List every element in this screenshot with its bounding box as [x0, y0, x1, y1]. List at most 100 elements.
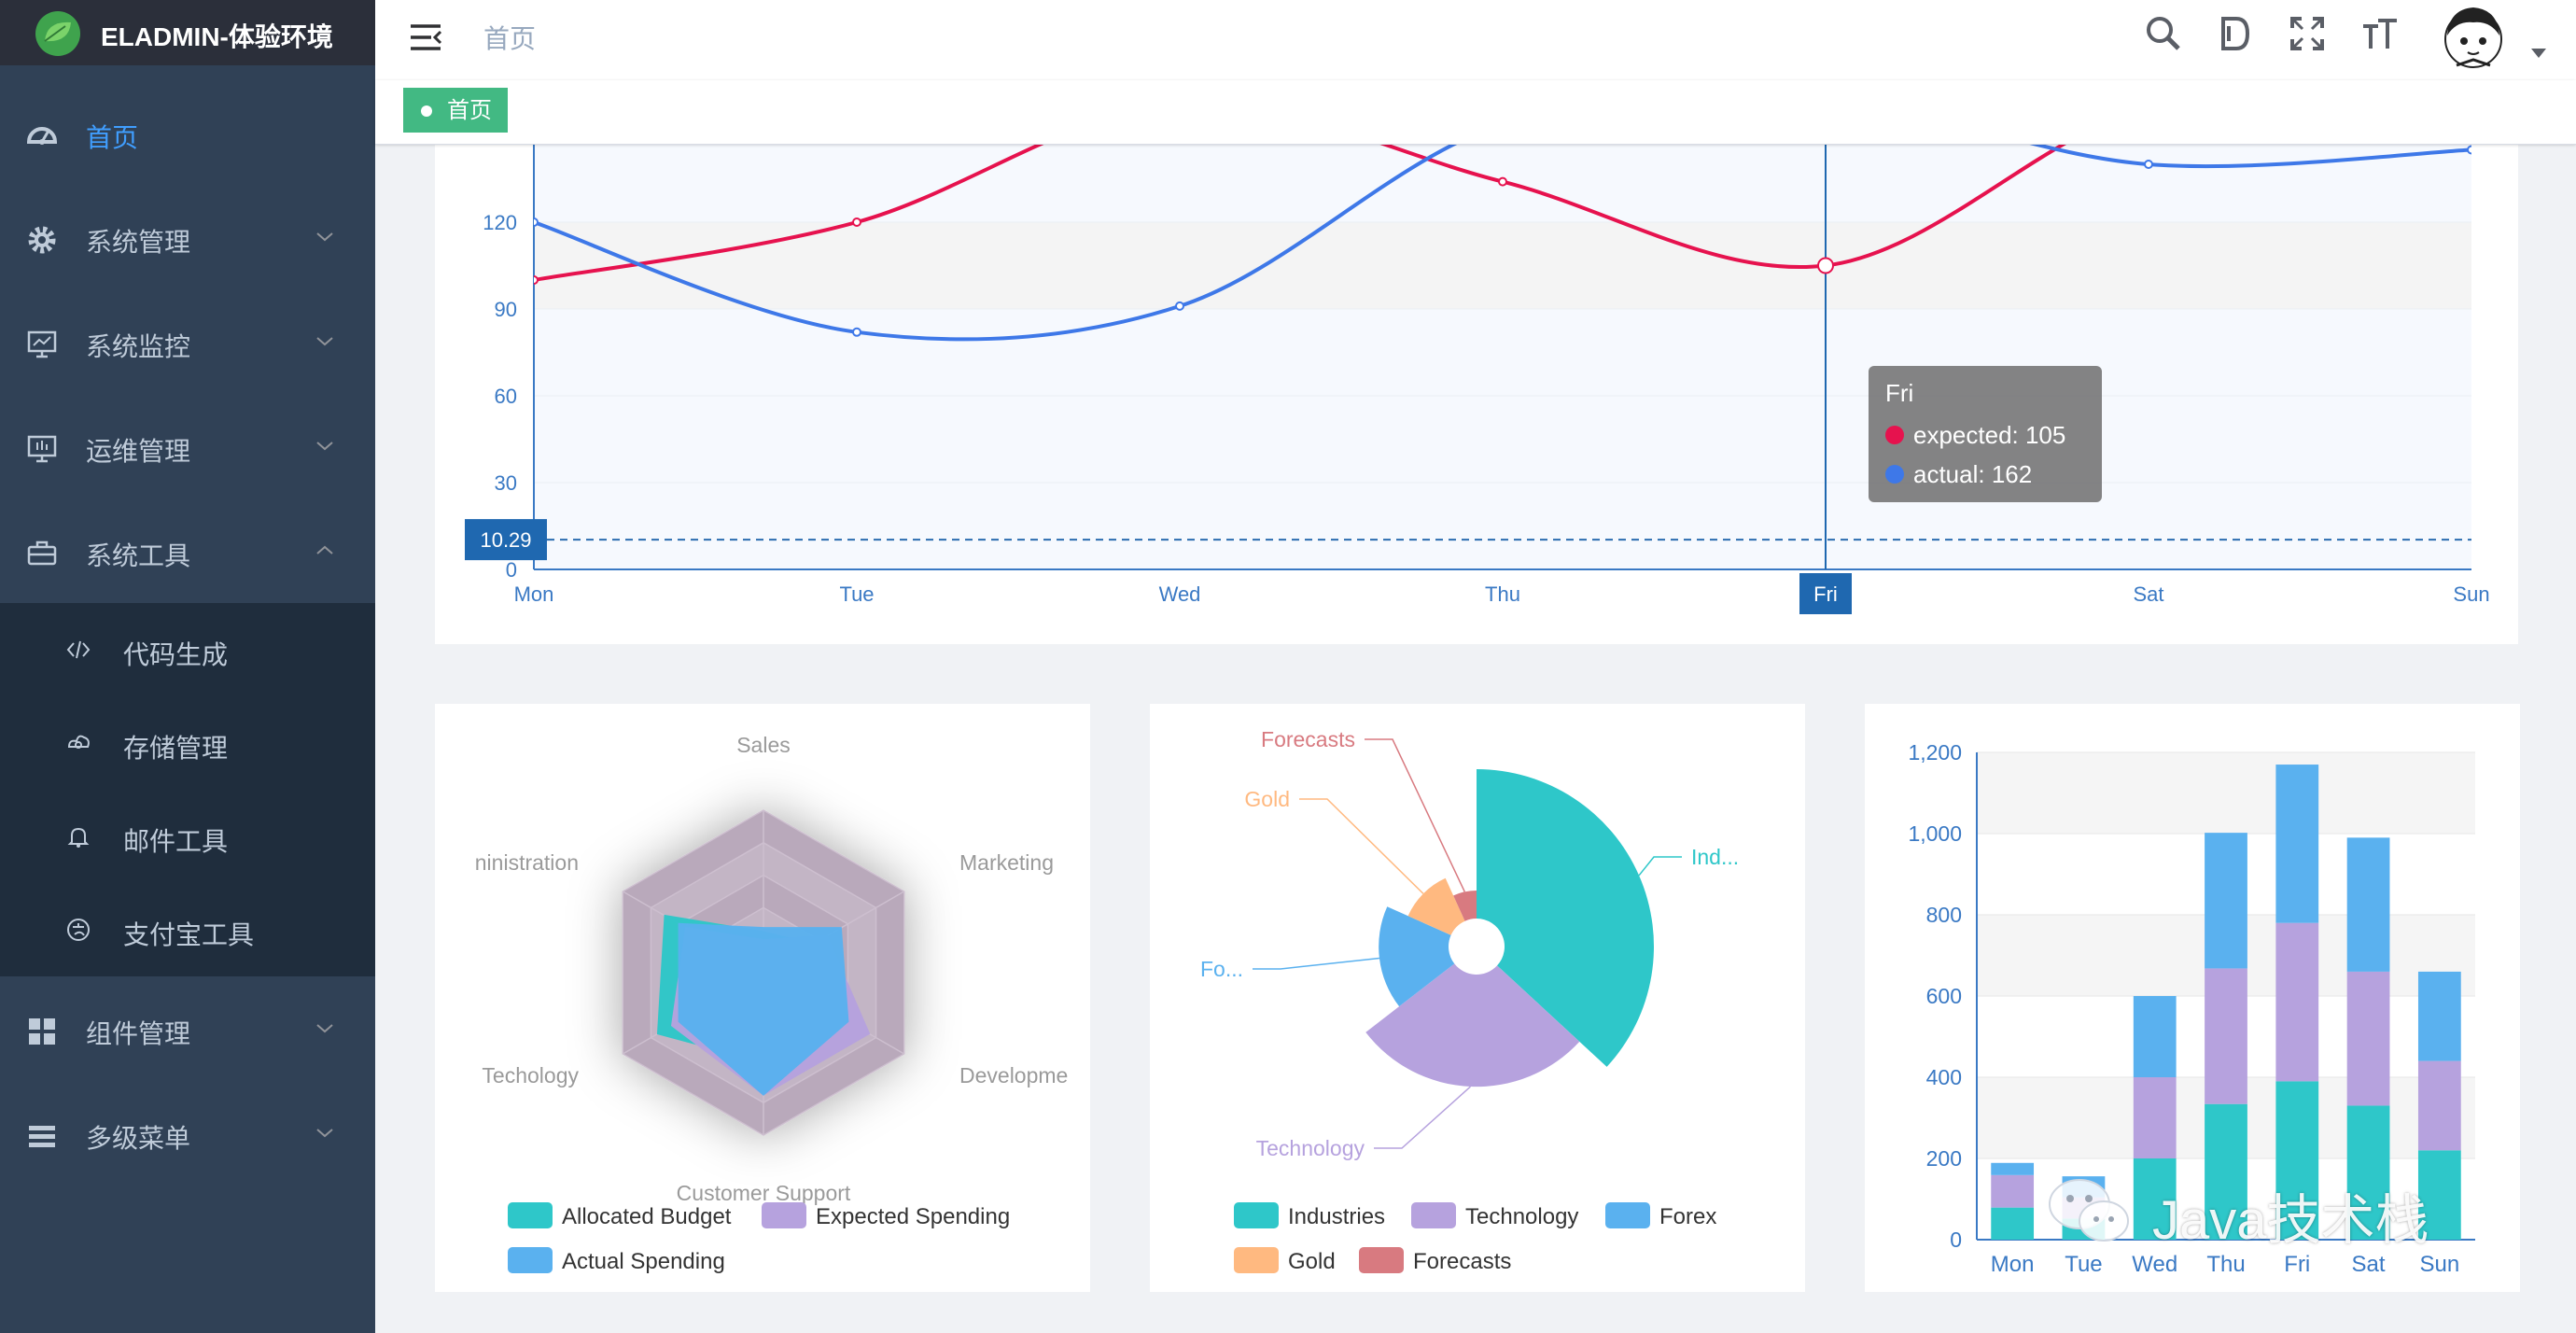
legend-swatch	[762, 1202, 806, 1228]
caret-down-icon[interactable]	[2527, 43, 2550, 62]
y-tick-label: 0	[506, 558, 517, 582]
tooltip-line: actual: 162	[1913, 460, 2032, 488]
x-tick-highlight	[1799, 573, 1852, 614]
legend-swatch	[508, 1202, 553, 1228]
radar-indicator-label: Customer Support	[677, 1181, 851, 1205]
data-point-actual	[2467, 145, 2471, 155]
radar-indicator-label: Developme	[959, 1063, 1068, 1087]
sidebar-item-system[interactable]: 系统管理	[0, 187, 375, 291]
y-tick-label: 60	[495, 385, 517, 408]
doc-icon[interactable]	[2214, 13, 2255, 54]
sidebar-item-label: 系统管理	[86, 228, 191, 257]
pie-chart-card: Ind... Technology Fo... Gold Forecasts Indust…	[1150, 704, 1805, 1292]
y-tick-label: 600	[1926, 984, 1962, 1008]
sidebar-item-label: 组件管理	[86, 1019, 191, 1048]
pie-slice-technology	[1365, 963, 1580, 1087]
legend-label: Industries	[1288, 1204, 1385, 1229]
data-point-expected	[852, 217, 861, 227]
ops-icon	[27, 435, 57, 463]
sidebar-item-label: 多级菜单	[86, 1124, 191, 1153]
bar-segment	[2346, 837, 2390, 972]
bar-segment	[2346, 1105, 2390, 1240]
hamburger-icon[interactable]	[407, 19, 444, 56]
pie-label-line	[1299, 798, 1424, 894]
leaf-logo-icon	[35, 11, 80, 56]
tags-view: 首页	[375, 80, 2576, 145]
fullscreen-icon[interactable]	[2287, 13, 2328, 54]
x-tick-label: Fri	[1813, 582, 1838, 606]
pie-slice-label: Ind...	[1691, 845, 1739, 869]
sidebar-item-monitor[interactable]: 系统监控	[0, 291, 375, 396]
legend-swatch	[1605, 1202, 1650, 1228]
radar-indicator-label: Marketing	[959, 850, 1054, 875]
data-point-actual	[1175, 301, 1184, 311]
sidebar-item-components[interactable]: 组件管理	[0, 978, 375, 1083]
radar-chart: Sales Marketing Developme Customer Support T…	[475, 733, 1069, 1274]
pie-slice-industries	[1477, 769, 1654, 1067]
data-point-expected	[534, 275, 539, 285]
bar-segment	[2417, 1060, 2461, 1151]
legend-label: Gold	[1288, 1249, 1336, 1274]
tooltip-marker	[1885, 465, 1904, 484]
x-tick-label: Tue	[2065, 1252, 2102, 1277]
bar-segment	[2133, 1077, 2177, 1158]
legend-label: Forecasts	[1413, 1249, 1511, 1274]
x-tick-label: Tue	[839, 582, 874, 606]
watermark-text: Java技术栈	[2152, 1190, 2429, 1251]
chevron-down-icon	[316, 232, 333, 242]
sidebar-item-label: 系统监控	[86, 332, 191, 361]
x-tick-label: Wed	[2132, 1252, 2177, 1277]
x-tick-label: Fri	[2284, 1252, 2310, 1277]
pie-label-line	[1253, 957, 1380, 970]
x-tick-label: Sat	[2133, 582, 2163, 606]
tag-home[interactable]: 首页	[403, 88, 508, 133]
tooltip-line: expected: 105	[1913, 421, 2065, 449]
x-tick-label: Mon	[1991, 1252, 2035, 1277]
y-tick-label: 0	[1950, 1228, 1962, 1252]
bar-segment	[1991, 1162, 2035, 1175]
bar-segment	[2133, 996, 2177, 1077]
dashboard-icon	[26, 127, 58, 145]
x-tick-label: Thu	[1485, 582, 1520, 606]
chevron-down-icon	[316, 442, 333, 451]
search-icon[interactable]	[2143, 13, 2184, 54]
legend-swatch	[1359, 1247, 1404, 1273]
submenu-item-mail[interactable]: 邮件工具	[0, 790, 375, 883]
sidebar-item-ops[interactable]: 运维管理	[0, 396, 375, 500]
sidebar-item-home[interactable]: 首页	[0, 82, 375, 187]
storage-icon	[67, 735, 90, 749]
submenu-item-codegen[interactable]: 代码生成	[0, 603, 375, 696]
monitor-icon	[27, 330, 57, 358]
x-tick-label: Sun	[2453, 582, 2489, 606]
logo-bar[interactable]: ELADMIN-体验环境	[0, 0, 375, 65]
list-icon	[29, 1126, 55, 1147]
data-point-actual	[534, 217, 539, 227]
bar-segment	[1991, 1174, 2035, 1208]
submenu-item-alipay[interactable]: 支付宝工具	[0, 883, 375, 976]
line-chart-card: 0 30 60 90 120 10.29 Mon Tue Wed Thu Fri Sat Sun Fri e…	[435, 75, 2518, 644]
font-size-icon[interactable]	[2359, 13, 2401, 54]
legend-swatch	[1234, 1247, 1279, 1273]
avatar[interactable]	[2436, 0, 2511, 75]
chevron-up-icon	[316, 545, 333, 554]
pie-label-line	[1365, 738, 1465, 892]
pie-slice-label: Gold	[1244, 787, 1290, 811]
wechat-icon	[2049, 1179, 2129, 1242]
bar-segment	[2346, 971, 2390, 1106]
pie-slice-label: Forecasts	[1261, 727, 1355, 751]
data-point-expected	[1498, 176, 1507, 187]
legend-swatch	[1234, 1202, 1279, 1228]
bar-segment	[2205, 968, 2247, 1104]
submenu-item-storage[interactable]: 存储管理	[0, 696, 375, 790]
bar-segment	[2275, 765, 2319, 923]
x-tick-label: Thu	[2206, 1252, 2245, 1277]
breadcrumb[interactable]: 首页	[483, 24, 537, 53]
plot-background	[534, 142, 2471, 569]
series-group	[534, 142, 2471, 342]
sidebar-item-multilevel[interactable]: 多级菜单	[0, 1083, 375, 1187]
sidebar-item-tools[interactable]: 系统工具	[0, 500, 375, 605]
legend-label: Actual Spending	[562, 1249, 725, 1274]
bar-segment	[2275, 922, 2319, 1082]
pie-label-line	[1638, 856, 1682, 877]
